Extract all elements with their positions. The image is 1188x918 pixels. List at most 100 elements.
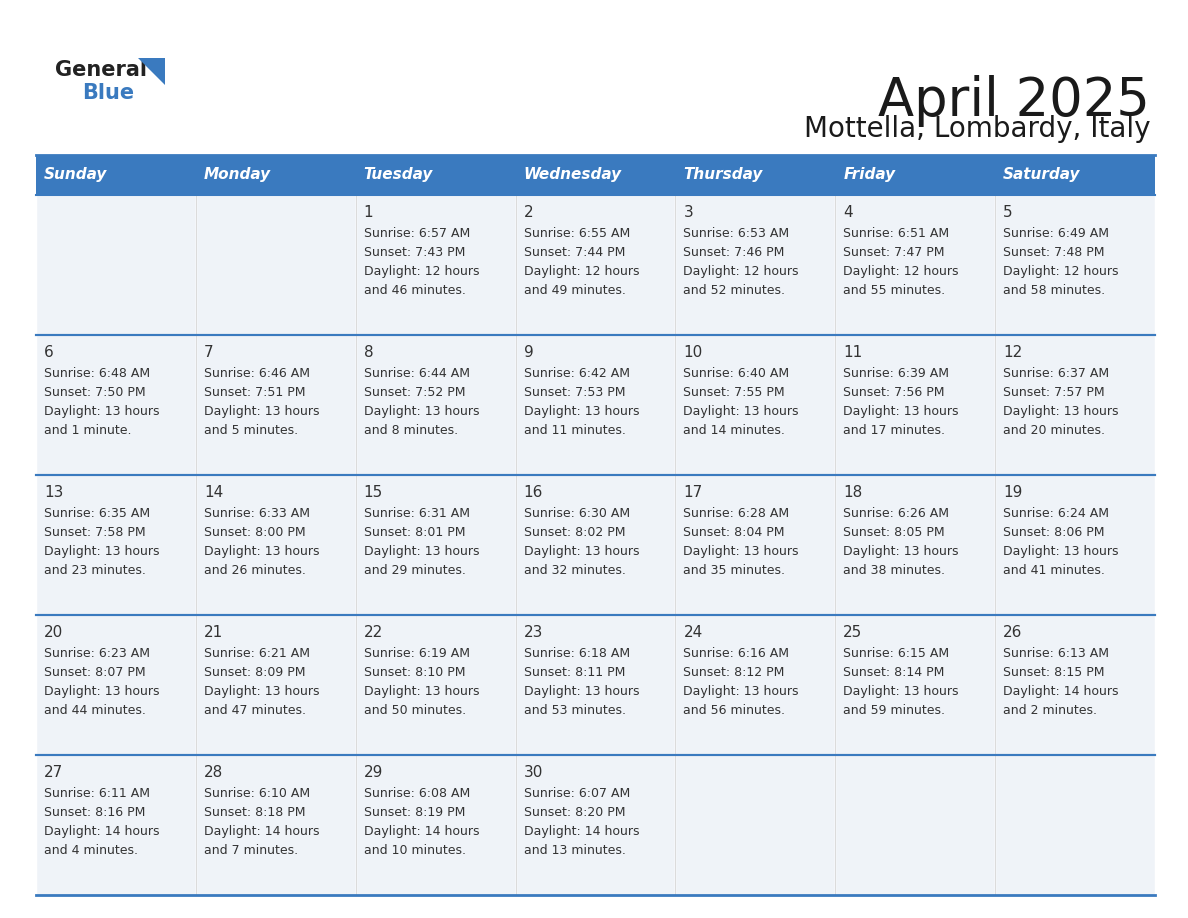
Text: and 10 minutes.: and 10 minutes. <box>364 844 466 857</box>
Text: and 23 minutes.: and 23 minutes. <box>44 564 146 577</box>
Text: Sunset: 8:09 PM: Sunset: 8:09 PM <box>204 666 305 679</box>
Text: and 7 minutes.: and 7 minutes. <box>204 844 298 857</box>
Bar <box>676 475 835 615</box>
Text: Sunrise: 6:07 AM: Sunrise: 6:07 AM <box>524 787 630 800</box>
Text: April 2025: April 2025 <box>878 75 1150 127</box>
Text: Sunset: 8:18 PM: Sunset: 8:18 PM <box>204 806 305 819</box>
Text: and 53 minutes.: and 53 minutes. <box>524 704 626 717</box>
Text: Sunset: 7:46 PM: Sunset: 7:46 PM <box>683 246 785 259</box>
Text: Sunrise: 6:24 AM: Sunrise: 6:24 AM <box>1003 507 1110 520</box>
Text: and 5 minutes.: and 5 minutes. <box>204 424 298 437</box>
Text: Daylight: 12 hours: Daylight: 12 hours <box>1003 265 1119 278</box>
Text: and 41 minutes.: and 41 minutes. <box>1003 564 1105 577</box>
Text: Daylight: 13 hours: Daylight: 13 hours <box>44 685 159 698</box>
Text: and 38 minutes.: and 38 minutes. <box>843 564 946 577</box>
Text: Sunrise: 6:21 AM: Sunrise: 6:21 AM <box>204 647 310 660</box>
Text: Sunrise: 6:28 AM: Sunrise: 6:28 AM <box>683 507 790 520</box>
Text: 18: 18 <box>843 485 862 500</box>
Bar <box>676 755 835 895</box>
Bar <box>36 755 196 895</box>
Text: Daylight: 13 hours: Daylight: 13 hours <box>843 545 959 558</box>
Text: Sunset: 7:52 PM: Sunset: 7:52 PM <box>364 386 466 399</box>
Text: Daylight: 13 hours: Daylight: 13 hours <box>44 545 159 558</box>
Text: 30: 30 <box>524 765 543 780</box>
Text: Sunset: 7:50 PM: Sunset: 7:50 PM <box>44 386 146 399</box>
Bar <box>36 335 196 475</box>
Text: Daylight: 12 hours: Daylight: 12 hours <box>524 265 639 278</box>
Text: Monday: Monday <box>204 167 271 183</box>
Text: Daylight: 12 hours: Daylight: 12 hours <box>683 265 798 278</box>
Bar <box>36 155 196 195</box>
Text: 9: 9 <box>524 345 533 360</box>
Bar <box>996 155 1155 195</box>
Text: Daylight: 13 hours: Daylight: 13 hours <box>843 685 959 698</box>
Text: Daylight: 12 hours: Daylight: 12 hours <box>843 265 959 278</box>
Text: Sunset: 8:15 PM: Sunset: 8:15 PM <box>1003 666 1105 679</box>
Bar <box>835 195 996 335</box>
Text: and 47 minutes.: and 47 minutes. <box>204 704 305 717</box>
Text: 24: 24 <box>683 625 702 640</box>
Text: Sunset: 7:47 PM: Sunset: 7:47 PM <box>843 246 944 259</box>
Text: Daylight: 12 hours: Daylight: 12 hours <box>364 265 479 278</box>
Text: Sunrise: 6:11 AM: Sunrise: 6:11 AM <box>44 787 150 800</box>
Text: Sunrise: 6:39 AM: Sunrise: 6:39 AM <box>843 367 949 380</box>
Bar <box>355 155 516 195</box>
Text: and 26 minutes.: and 26 minutes. <box>204 564 305 577</box>
Text: and 55 minutes.: and 55 minutes. <box>843 284 946 297</box>
Text: Sunrise: 6:23 AM: Sunrise: 6:23 AM <box>44 647 150 660</box>
Bar <box>196 335 355 475</box>
Text: Sunset: 8:07 PM: Sunset: 8:07 PM <box>44 666 146 679</box>
Bar <box>355 615 516 755</box>
Text: Sunrise: 6:19 AM: Sunrise: 6:19 AM <box>364 647 469 660</box>
Text: Sunrise: 6:40 AM: Sunrise: 6:40 AM <box>683 367 790 380</box>
Bar <box>676 335 835 475</box>
Text: Mottella, Lombardy, Italy: Mottella, Lombardy, Italy <box>803 115 1150 143</box>
Text: 21: 21 <box>204 625 223 640</box>
Text: Daylight: 13 hours: Daylight: 13 hours <box>204 545 320 558</box>
Text: and 52 minutes.: and 52 minutes. <box>683 284 785 297</box>
Text: and 2 minutes.: and 2 minutes. <box>1003 704 1098 717</box>
Text: Sunset: 7:57 PM: Sunset: 7:57 PM <box>1003 386 1105 399</box>
Bar <box>835 615 996 755</box>
Text: Daylight: 14 hours: Daylight: 14 hours <box>1003 685 1119 698</box>
Bar <box>516 475 676 615</box>
Text: 7: 7 <box>204 345 214 360</box>
Text: Daylight: 13 hours: Daylight: 13 hours <box>204 685 320 698</box>
Bar <box>355 335 516 475</box>
Text: Sunset: 8:04 PM: Sunset: 8:04 PM <box>683 526 785 539</box>
Text: and 49 minutes.: and 49 minutes. <box>524 284 625 297</box>
Text: Sunset: 8:12 PM: Sunset: 8:12 PM <box>683 666 785 679</box>
Text: Sunrise: 6:35 AM: Sunrise: 6:35 AM <box>44 507 150 520</box>
Text: 1: 1 <box>364 205 373 220</box>
Text: 10: 10 <box>683 345 702 360</box>
Bar <box>516 335 676 475</box>
Text: and 29 minutes.: and 29 minutes. <box>364 564 466 577</box>
Polygon shape <box>138 58 165 85</box>
Text: Daylight: 14 hours: Daylight: 14 hours <box>204 825 320 838</box>
Text: Sunset: 8:19 PM: Sunset: 8:19 PM <box>364 806 465 819</box>
Text: Sunrise: 6:13 AM: Sunrise: 6:13 AM <box>1003 647 1110 660</box>
Bar <box>196 755 355 895</box>
Text: and 46 minutes.: and 46 minutes. <box>364 284 466 297</box>
Text: and 50 minutes.: and 50 minutes. <box>364 704 466 717</box>
Text: Daylight: 13 hours: Daylight: 13 hours <box>364 685 479 698</box>
Text: and 1 minute.: and 1 minute. <box>44 424 132 437</box>
Text: and 35 minutes.: and 35 minutes. <box>683 564 785 577</box>
Bar <box>196 475 355 615</box>
Text: Sunrise: 6:42 AM: Sunrise: 6:42 AM <box>524 367 630 380</box>
Text: Sunrise: 6:08 AM: Sunrise: 6:08 AM <box>364 787 470 800</box>
Text: 5: 5 <box>1003 205 1012 220</box>
Text: 22: 22 <box>364 625 383 640</box>
Text: Daylight: 13 hours: Daylight: 13 hours <box>1003 545 1119 558</box>
Text: Sunrise: 6:16 AM: Sunrise: 6:16 AM <box>683 647 790 660</box>
Text: 27: 27 <box>44 765 63 780</box>
Bar <box>996 195 1155 335</box>
Text: and 8 minutes.: and 8 minutes. <box>364 424 457 437</box>
Text: Sunset: 8:16 PM: Sunset: 8:16 PM <box>44 806 145 819</box>
Text: Sunrise: 6:33 AM: Sunrise: 6:33 AM <box>204 507 310 520</box>
Text: Daylight: 14 hours: Daylight: 14 hours <box>364 825 479 838</box>
Text: General: General <box>55 60 147 80</box>
Text: Saturday: Saturday <box>1003 167 1081 183</box>
Text: Sunset: 7:55 PM: Sunset: 7:55 PM <box>683 386 785 399</box>
Text: Sunrise: 6:55 AM: Sunrise: 6:55 AM <box>524 227 630 240</box>
